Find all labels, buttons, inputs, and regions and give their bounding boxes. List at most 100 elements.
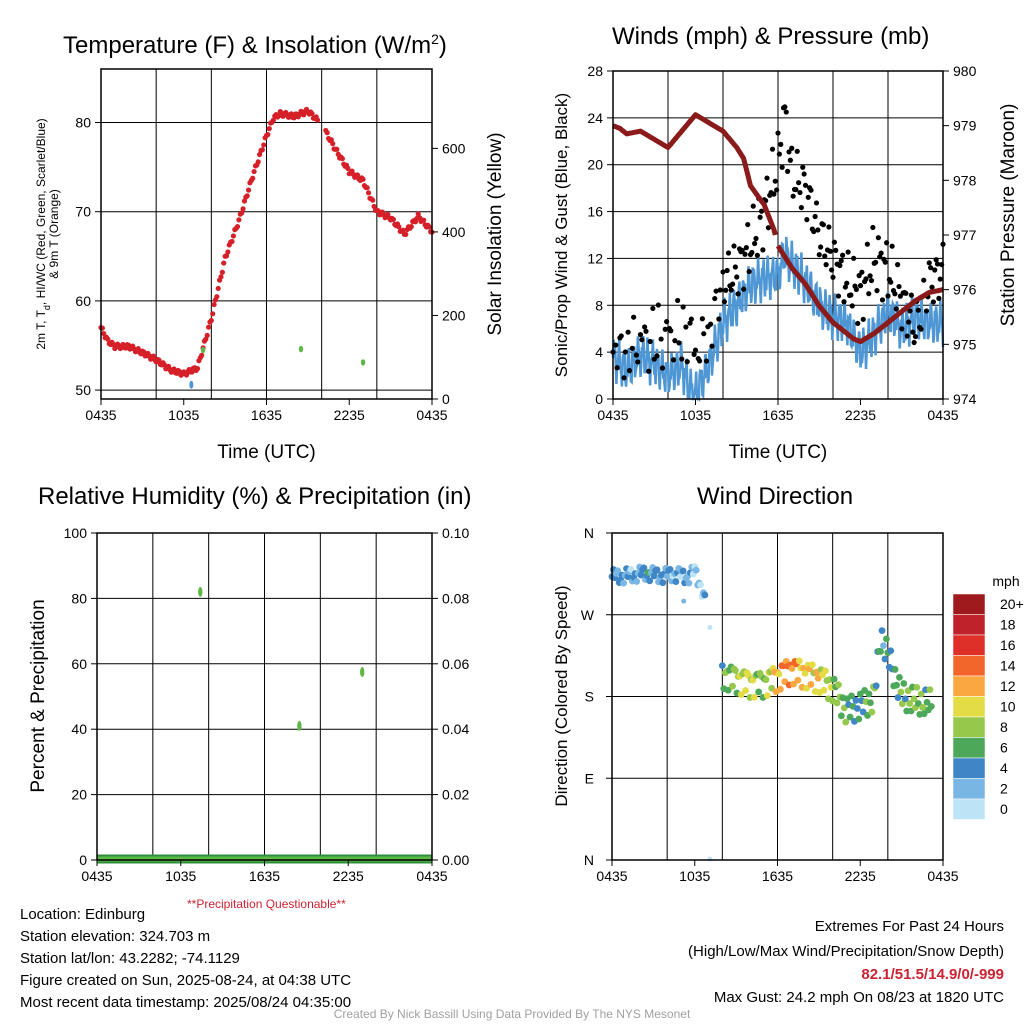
- temperature-point: [141, 349, 147, 355]
- gust-point: [933, 257, 939, 263]
- direction-point: [926, 686, 934, 694]
- gust-point: [873, 259, 879, 265]
- wind-speed-line: [611, 236, 945, 402]
- direction-point: [692, 566, 700, 574]
- direction-point: [893, 681, 900, 689]
- temperature-point: [245, 187, 252, 193]
- temperature-point: [400, 227, 406, 233]
- direction-point: [865, 690, 873, 698]
- gust-point: [829, 267, 835, 273]
- gust-point: [911, 339, 917, 346]
- temp-x-tick-label: 0435: [416, 407, 447, 423]
- gust-point: [864, 241, 870, 247]
- legend-label: 18: [1000, 617, 1016, 633]
- temperature-point: [239, 210, 245, 216]
- gust-point: [837, 262, 843, 269]
- gust-point: [835, 293, 842, 299]
- legend-color-swatch: [952, 655, 986, 677]
- temperature-point: [354, 172, 361, 178]
- gust-point: [721, 299, 727, 305]
- temperature-point: [370, 197, 376, 203]
- direction-point: [835, 681, 842, 689]
- gust-point: [723, 287, 729, 293]
- temp-chart-title: Temperature (F) & Insolation (W/m2): [63, 31, 447, 59]
- gust-point: [923, 308, 930, 314]
- winds-chart-title: Winds (mph) & Pressure (mb): [612, 23, 930, 50]
- gust-point: [882, 259, 888, 265]
- gust-point: [655, 302, 661, 308]
- direction-point: [901, 695, 909, 703]
- gust-point: [820, 222, 826, 228]
- gust-point: [778, 141, 784, 148]
- temperature-point: [214, 294, 220, 300]
- winds-y-tick-label: 20: [587, 157, 603, 173]
- winds-y-tick-label: 8: [595, 297, 603, 313]
- winds-y-tick-label: 0: [595, 391, 603, 407]
- temperature-point: [270, 117, 276, 123]
- winds-x-axis-label: Time (UTC): [729, 442, 828, 463]
- temperature-point: [194, 366, 201, 372]
- gust-point: [658, 336, 664, 342]
- direction-point: [685, 579, 693, 587]
- dir-x-tick-label: 2235: [845, 868, 876, 884]
- gust-point: [907, 308, 913, 314]
- precip-y2-tick-label: 0.04: [442, 721, 469, 737]
- gust-point: [867, 273, 873, 279]
- direction-point: [868, 708, 876, 716]
- direction-point: [914, 700, 922, 707]
- latlon-text: Station lat/lon: 43.2282; -74.1129: [20, 950, 240, 967]
- gust-point: [646, 368, 652, 374]
- solar-y2-tick-label: 400: [442, 224, 466, 240]
- temperature-point: [101, 330, 107, 337]
- gust-point: [741, 286, 747, 292]
- gust-point: [888, 279, 894, 285]
- temp-y-tick-label: 70: [75, 204, 91, 220]
- direction-point: [852, 696, 860, 704]
- winds-y-tick-label: 16: [587, 204, 603, 220]
- gust-point: [801, 171, 807, 177]
- gust-point: [680, 304, 686, 310]
- temp-y-tick-label: 60: [75, 293, 91, 309]
- solar-y2-tick-label: 600: [442, 140, 466, 156]
- gust-point: [699, 316, 705, 322]
- gust-point: [798, 204, 804, 211]
- gust-point: [885, 293, 891, 299]
- temperature-point: [426, 224, 432, 230]
- gust-point: [754, 252, 760, 258]
- gust-point: [811, 228, 817, 235]
- legend-label: 16: [1000, 637, 1016, 653]
- legend-color-swatch: [952, 675, 986, 697]
- direction-point: [742, 687, 749, 694]
- direction-point: [913, 683, 921, 691]
- temperature-point: [261, 142, 267, 148]
- gust-point: [805, 194, 811, 200]
- temperature-point: [225, 249, 231, 255]
- direction-point: [676, 573, 684, 581]
- temperature-point: [259, 147, 265, 153]
- gust-point: [635, 359, 641, 365]
- gust-point: [771, 191, 777, 197]
- temperature-point: [396, 224, 402, 230]
- windchill-point: [189, 380, 194, 389]
- direction-point: [891, 666, 899, 673]
- gust-point: [758, 208, 765, 214]
- dir-x-tick-label: 1035: [679, 868, 710, 884]
- rh-y-tick-label: 40: [71, 721, 87, 737]
- direction-point: [882, 635, 890, 643]
- direction-point: [775, 670, 783, 678]
- gust-point: [838, 258, 844, 264]
- direction-point: [701, 591, 709, 599]
- gust-point: [797, 189, 803, 196]
- gust-point: [790, 193, 796, 199]
- temperature-point: [309, 110, 315, 117]
- gust-point: [728, 287, 734, 293]
- temperature-point: [408, 224, 414, 230]
- gust-point: [929, 284, 935, 290]
- temperature-point: [208, 317, 214, 324]
- gust-point: [743, 245, 749, 251]
- direction-point: [633, 578, 641, 585]
- gust-point: [910, 329, 916, 335]
- gust-point: [731, 243, 737, 249]
- direction-point: [820, 686, 828, 694]
